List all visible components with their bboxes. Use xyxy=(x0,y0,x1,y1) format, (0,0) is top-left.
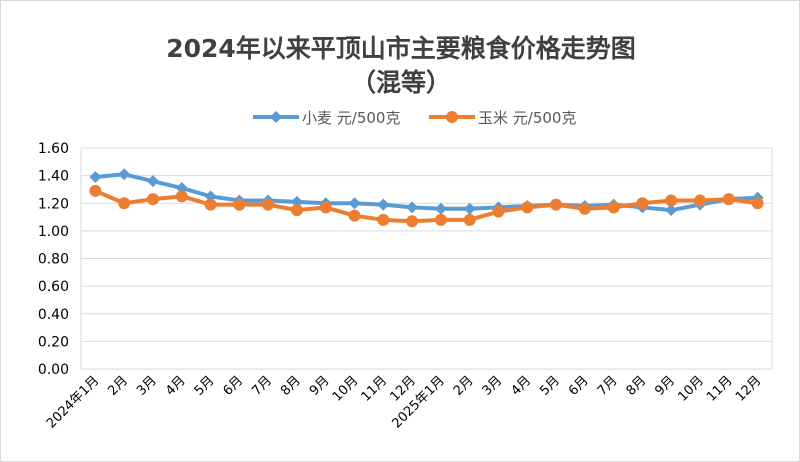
data-point-diamond xyxy=(89,171,102,184)
x-tick-label: 4月 xyxy=(508,373,534,399)
x-tick-label: 8月 xyxy=(278,373,304,399)
y-tick-label: 1.40 xyxy=(38,169,69,185)
x-tick-label: 10月 xyxy=(330,373,361,404)
data-point-circle xyxy=(521,201,534,214)
data-point-circle xyxy=(578,202,591,215)
data-point-circle xyxy=(751,197,764,210)
x-tick-label: 3月 xyxy=(480,373,506,399)
data-point-diamond xyxy=(348,197,361,210)
x-tick-label: 9月 xyxy=(307,373,333,399)
x-tick-label: 10月 xyxy=(675,373,706,404)
x-tick-label: 9月 xyxy=(652,373,678,399)
data-point-diamond xyxy=(175,182,188,195)
data-point-circle xyxy=(146,193,159,206)
data-point-circle xyxy=(434,213,447,226)
y-tick-label: 0.20 xyxy=(38,334,69,350)
data-point-circle xyxy=(550,198,563,211)
legend-label: 玉米 元/500克 xyxy=(478,109,576,127)
y-tick-label: 1.60 xyxy=(38,141,69,157)
data-point-diamond xyxy=(118,168,131,181)
data-point-circle xyxy=(118,197,131,210)
data-point-diamond xyxy=(406,201,419,214)
series-line-1 xyxy=(94,188,758,224)
data-point-circle xyxy=(722,193,735,206)
y-tick-label: 0.40 xyxy=(38,307,69,323)
legend-diamond-icon xyxy=(270,111,282,123)
data-point-circle xyxy=(463,213,476,226)
y-tick-label: 1.20 xyxy=(38,196,69,212)
x-tick-label: 6月 xyxy=(566,373,592,399)
legend-circle-icon xyxy=(446,111,458,123)
data-point-circle xyxy=(262,198,275,211)
data-point-diamond xyxy=(204,190,217,203)
legend-label: 小麦 元/500克 xyxy=(302,109,400,127)
data-point-diamond xyxy=(434,202,447,215)
x-tick-label: 7月 xyxy=(595,373,621,399)
x-tick-label: 2024年1月 xyxy=(44,373,102,431)
data-point-circle xyxy=(636,197,649,210)
chart-subtitle: （混等） xyxy=(350,68,451,97)
data-point-diamond xyxy=(665,204,678,217)
series-line-0 xyxy=(95,172,758,213)
x-tick-label: 2月 xyxy=(451,373,477,399)
x-tick-label: 3月 xyxy=(134,373,160,399)
data-point-circle xyxy=(319,201,332,214)
data-point-circle xyxy=(406,215,419,228)
y-tick-label: 0.60 xyxy=(38,279,69,295)
data-point-diamond xyxy=(290,195,303,208)
x-tick-label: 12月 xyxy=(733,373,764,404)
data-point-diamond xyxy=(377,198,390,211)
data-point-circle xyxy=(377,213,390,226)
x-tick-label: 2月 xyxy=(105,373,131,399)
x-tick-label: 8月 xyxy=(624,373,650,399)
data-point-circle xyxy=(175,190,188,203)
x-tick-label: 6月 xyxy=(221,373,247,399)
x-tick-label: 5月 xyxy=(537,373,563,399)
x-tick-label: 11月 xyxy=(704,373,735,404)
data-point-circle xyxy=(290,204,303,217)
x-tick-label: 11月 xyxy=(359,373,390,404)
y-tick-label: 0.00 xyxy=(38,362,69,378)
data-point-circle xyxy=(607,201,620,214)
x-tick-label: 5月 xyxy=(192,373,218,399)
data-point-circle xyxy=(348,209,361,222)
data-point-circle xyxy=(694,194,707,207)
data-point-circle xyxy=(89,184,102,197)
x-tick-label: 4月 xyxy=(163,373,189,399)
data-point-circle xyxy=(665,194,678,207)
chart-title: 2024年以来平顶山市主要粮食价格走势图 xyxy=(166,34,636,63)
x-tick-label: 7月 xyxy=(249,373,275,399)
data-point-circle xyxy=(492,205,505,218)
data-point-circle xyxy=(204,198,217,211)
data-point-diamond xyxy=(463,202,476,215)
data-point-diamond xyxy=(146,175,159,188)
data-point-circle xyxy=(233,198,246,211)
y-tick-label: 1.00 xyxy=(38,224,69,240)
y-tick-label: 0.80 xyxy=(38,252,69,268)
